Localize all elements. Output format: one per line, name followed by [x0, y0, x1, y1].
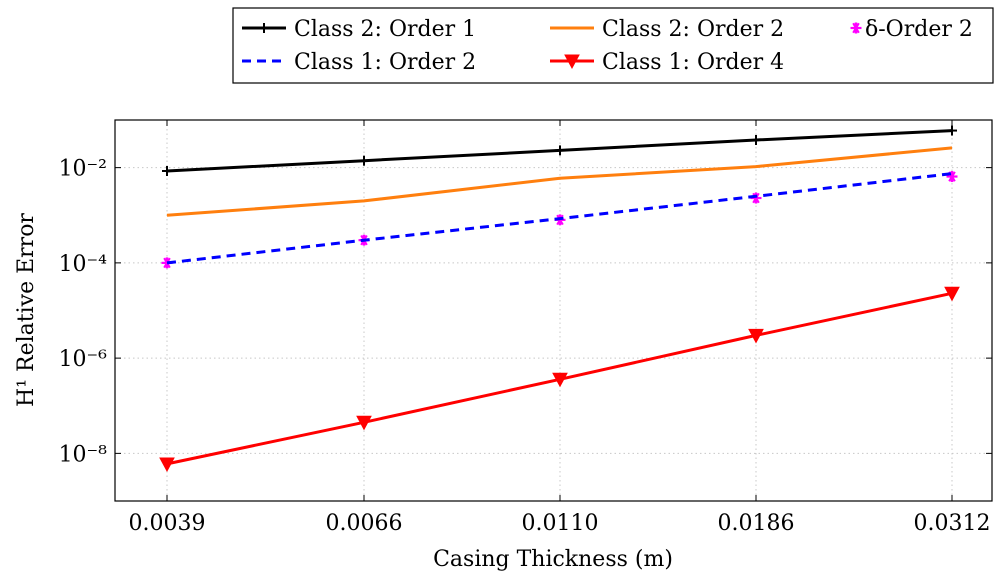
data-point — [748, 328, 764, 344]
series-line — [166, 146, 953, 217]
y-tick-label: 10⁻⁶ — [59, 347, 108, 372]
x-tick-label: 0.0186 — [718, 511, 795, 536]
data-point — [751, 135, 761, 146]
legend-entry-0: Class 2: Order 1 — [242, 17, 476, 42]
legend-entry-2: δ-Order 2 — [850, 17, 973, 42]
y-tick-label: 10⁻² — [59, 157, 107, 182]
series-layer — [159, 125, 960, 472]
data-point — [359, 155, 369, 166]
x-tick-label: 0.0039 — [129, 511, 206, 536]
legend-label: Class 2: Order 1 — [294, 17, 476, 42]
x-axis: 0.0039 0.0066 0.0110 0.0186 0.0312 — [129, 120, 991, 536]
legend-entry-3: Class 1: Order 2 — [242, 50, 476, 75]
legend-marker — [259, 23, 269, 33]
series-1 — [166, 146, 953, 217]
legend-box — [232, 7, 994, 84]
data-point — [162, 165, 172, 176]
legend-label: Class 2: Order 2 — [602, 17, 784, 42]
y-tick-label: 10⁻⁸ — [59, 442, 108, 467]
legend-entry-4: Class 1: Order 4 — [550, 50, 784, 75]
legend-entry-1: Class 2: Order 2 — [550, 17, 784, 42]
x-tick-label: 0.0066 — [326, 511, 403, 536]
series-line — [166, 172, 953, 265]
data-point — [552, 372, 568, 388]
series-4 — [159, 286, 960, 472]
legend-label: Class 1: Order 2 — [294, 50, 476, 75]
data-point — [555, 145, 565, 156]
grid — [115, 120, 992, 501]
series-3 — [166, 172, 953, 265]
legend-label: Class 1: Order 4 — [602, 50, 784, 75]
y-axis: 10⁻⁸ 10⁻⁶ 10⁻⁴ 10⁻² — [59, 157, 992, 467]
legend: Class 2: Order 1 Class 2: Order 2 δ-Order … — [232, 7, 994, 84]
legend-label: δ-Order 2 — [865, 17, 973, 42]
data-point — [356, 415, 372, 431]
y-tick-label: 10⁻⁴ — [59, 252, 108, 277]
legend-marker — [564, 54, 580, 70]
series-2 — [161, 171, 958, 269]
legend-marker — [850, 22, 862, 34]
data-point — [947, 125, 957, 136]
series-0 — [162, 125, 957, 176]
x-axis-label: Casing Thickness (m) — [433, 547, 673, 572]
data-point — [159, 457, 175, 472]
x-tick-label: 0.0312 — [914, 511, 991, 536]
y-axis-label: H¹ Relative Error — [14, 213, 39, 407]
plot-frame — [114, 119, 993, 502]
x-tick-label: 0.0110 — [522, 511, 599, 536]
data-point — [944, 286, 960, 302]
